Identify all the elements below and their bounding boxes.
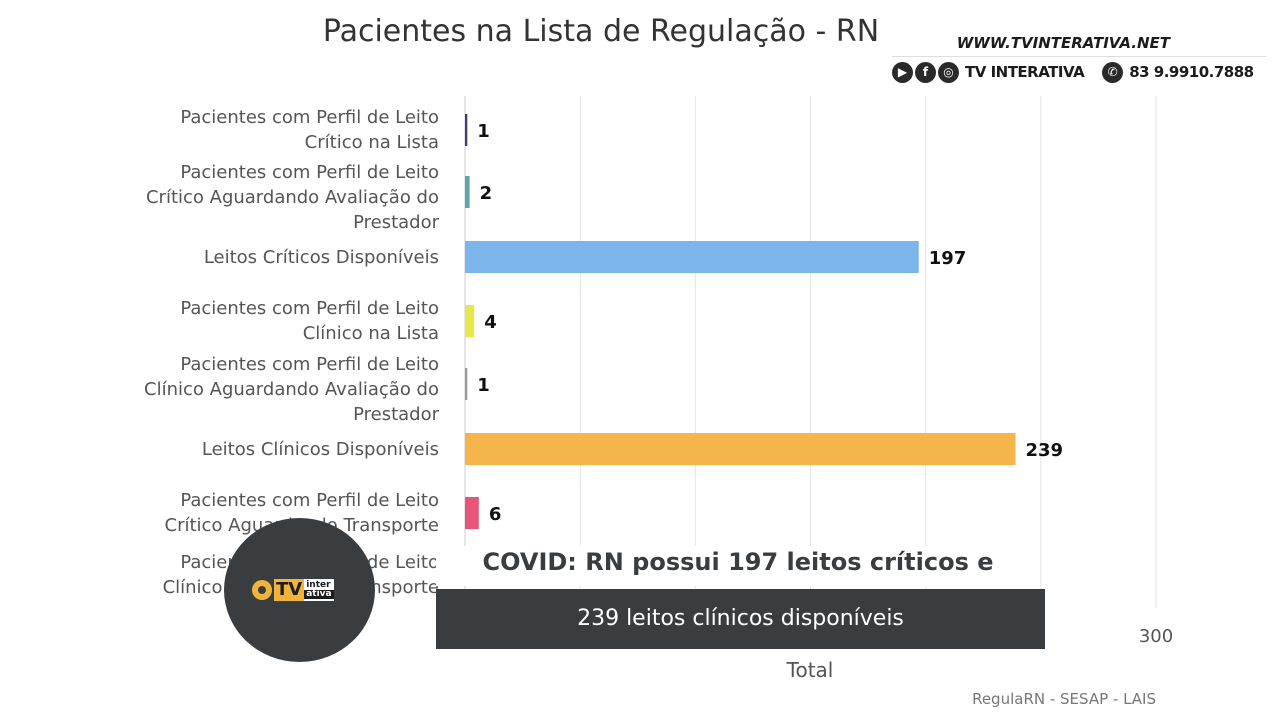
category-label-line: Leitos Clínicos Disponíveis <box>201 438 439 460</box>
data-label: 197 <box>929 248 967 269</box>
phone-number: 83 9.9910.7888 <box>1129 63 1254 81</box>
chart-source: RegulaRN - SESAP - LAIS <box>972 690 1156 708</box>
category-label-line: Pacientes com Perfil de Leito <box>180 298 439 319</box>
data-label: 2 <box>480 183 493 204</box>
category-label: Leitos Clínicos Disponíveis <box>119 437 439 462</box>
instagram-icon: ◎ <box>938 61 959 83</box>
bar <box>465 176 470 208</box>
category-label-line: Prestador <box>353 211 439 233</box>
data-label: 6 <box>489 504 502 525</box>
logo-ativa: ativa <box>304 589 334 599</box>
facebook-icon: f <box>915 61 936 83</box>
category-label-line: Clínico na Lista <box>302 323 439 344</box>
category-label-line: Pacientes com Perfil de Leito <box>180 161 439 183</box>
x-axis-label: Total <box>786 658 834 682</box>
category-label-line: Crítico Aguardando Avaliação do <box>145 186 439 208</box>
category-label-line: Crítico na Lista <box>304 132 439 153</box>
chart-title: Pacientes na Lista de Regulação - RN <box>322 14 880 49</box>
bar <box>465 241 919 273</box>
whatsapp-icon: ✆ <box>1102 61 1124 83</box>
category-label-line: Clínico Aguardando Avaliação do <box>144 378 439 400</box>
data-label: 1 <box>477 375 490 396</box>
headline-line-2: 239 leitos clínicos disponíveis <box>436 589 1045 649</box>
social-name: TV INTERATIVA <box>965 63 1085 81</box>
category-label-line: Leitos Críticos Disponíveis <box>203 246 439 268</box>
category-label: Pacientes com Perfil de Leito Clínico Agu… <box>119 352 439 427</box>
x-tick-label: 300 <box>1139 626 1173 647</box>
category-label-line: Pacientes com Perfil de Leito <box>180 490 439 511</box>
category-label: Leitos Críticos Disponíveis <box>119 245 439 270</box>
category-label-line: Pacientes com Perfil de Leito <box>180 107 439 128</box>
bar <box>465 433 1016 465</box>
bar <box>465 305 475 337</box>
logo-play-icon <box>252 580 272 600</box>
tv-interativa-logo: TV inter ativa <box>252 578 347 602</box>
data-label: 1 <box>477 121 490 142</box>
logo-interativa: inter ativa <box>304 579 334 601</box>
data-label: 4 <box>484 312 497 333</box>
category-label-line: Prestador <box>353 403 439 425</box>
social-bar: ▶ f ◎ TV INTERATIVA ✆ 83 9.9910.7888 <box>892 56 1266 87</box>
data-label: 239 <box>1025 440 1063 461</box>
category-label: Pacientes com Perfil de Leito Crítico Agu… <box>119 160 439 235</box>
category-label: Pacientes com Perfil de Leito Crítico na … <box>119 105 439 155</box>
headline-line-1: COVID: RN possui 197 leitos críticos e <box>436 546 1040 586</box>
website-url: WWW.TVINTERATIVA.NET <box>956 34 1170 52</box>
logo-tv: TV <box>274 579 305 601</box>
bar <box>465 114 468 146</box>
youtube-icon: ▶ <box>892 61 913 83</box>
logo-inter: inter <box>306 580 331 590</box>
bar <box>465 497 479 529</box>
category-label-line: Pacientes com Perfil de Leito <box>180 353 439 375</box>
category-label: Pacientes com Perfil de Leito Clínico na … <box>119 296 439 346</box>
bar <box>465 368 468 400</box>
